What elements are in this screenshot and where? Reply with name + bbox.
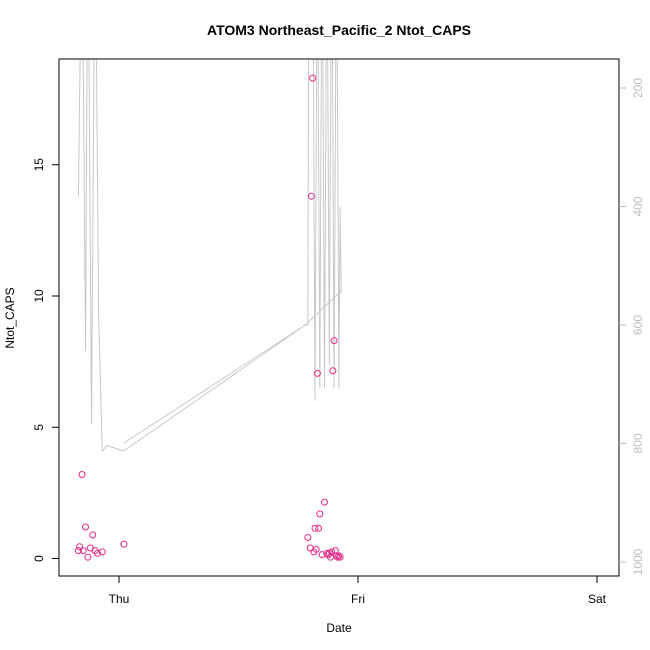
series-line-2 [123, 290, 342, 444]
data-point [79, 547, 87, 555]
y-tick-label: 15 [32, 158, 46, 172]
data-point [323, 549, 331, 557]
data-point [94, 549, 101, 557]
x-tick-label: Fri [351, 592, 365, 606]
data-point [331, 547, 339, 555]
y-tick-label: 0 [32, 555, 46, 562]
chart-title: ATOM3 Northeast_Pacific_2 Ntot_CAPS [207, 22, 471, 38]
data-point [313, 369, 321, 377]
data-point [306, 544, 314, 552]
axes: 0 5 10 15 Thu Fri Sat 200 400 600 800 1000 [32, 78, 645, 606]
data-point [328, 548, 336, 556]
data-point [89, 531, 97, 539]
data-point [311, 524, 319, 532]
data-point [334, 553, 342, 561]
data-point [330, 337, 338, 345]
x-tick-label: Sat [588, 592, 607, 606]
data-point [304, 534, 312, 541]
right-tick-label: 1000 [631, 548, 645, 575]
data-point [120, 540, 128, 548]
data-point [333, 552, 340, 560]
data-point [309, 74, 317, 82]
data-point [321, 498, 328, 506]
data-point [315, 524, 323, 532]
right-tick-label: 200 [631, 78, 645, 98]
right-tick-label: 800 [631, 433, 645, 453]
data-point [78, 471, 86, 478]
data-point [98, 548, 106, 556]
x-tick-label: Thu [109, 592, 130, 606]
series-line-1 [77, 59, 342, 453]
plot-area [74, 59, 344, 561]
data-point [312, 545, 320, 553]
y-tick-label: 5 [32, 424, 46, 431]
data-point [335, 552, 343, 560]
y-tick-label: 10 [32, 289, 46, 303]
data-point [336, 553, 344, 561]
right-tick-label: 600 [631, 315, 645, 335]
data-point [329, 367, 337, 375]
right-tick-label: 400 [631, 196, 645, 216]
y-axis-label: Ntot_CAPS [3, 287, 17, 348]
data-point [307, 192, 315, 200]
data-point [82, 523, 89, 531]
x-axis-label: Date [326, 621, 352, 635]
data-point [76, 543, 84, 551]
data-point [316, 510, 324, 518]
data-point [74, 547, 82, 555]
data-point [84, 553, 92, 561]
plot-frame [58, 58, 620, 577]
